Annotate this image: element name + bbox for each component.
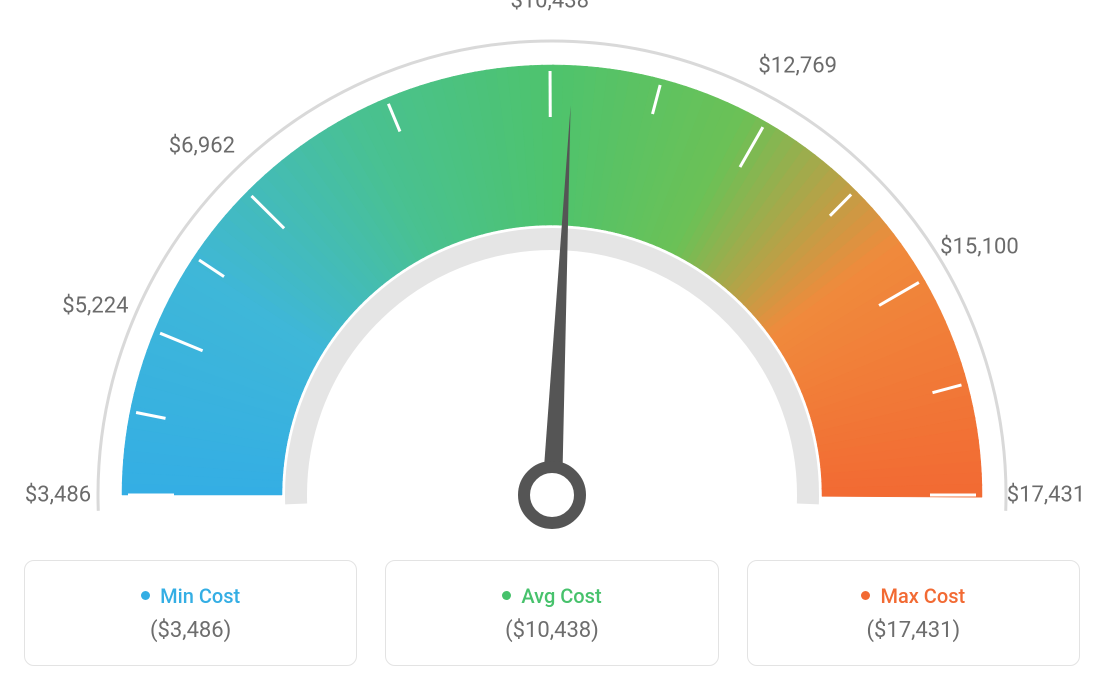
needle-hub xyxy=(524,467,580,523)
avg-cost-label: Avg Cost xyxy=(521,584,601,608)
gauge-tick-label: $3,486 xyxy=(25,483,91,508)
gauge-tick-label: $6,962 xyxy=(169,134,235,159)
max-cost-card: Max Cost ($17,431) xyxy=(747,560,1080,666)
max-cost-header: Max Cost xyxy=(861,584,965,608)
max-cost-value: ($17,431) xyxy=(866,618,960,643)
summary-cards: Min Cost ($3,486) Avg Cost ($10,438) Max… xyxy=(0,540,1104,690)
avg-cost-header: Avg Cost xyxy=(502,584,601,608)
min-cost-header: Min Cost xyxy=(141,584,240,608)
max-dot-icon xyxy=(861,591,870,600)
avg-cost-value: ($10,438) xyxy=(505,618,599,643)
gauge-tick-label: $10,438 xyxy=(510,0,589,14)
gauge-svg xyxy=(0,0,1104,540)
cost-gauge-widget: $3,486 $5,224 $6,962 $10,438 $12,769 $15,100 $… xyxy=(0,0,1104,690)
gauge-tick-label: $5,224 xyxy=(62,294,128,319)
min-dot-icon xyxy=(141,591,150,600)
gauge-tick-label: $15,100 xyxy=(940,235,1019,260)
gauge-tick-label: $17,431 xyxy=(1007,483,1086,508)
avg-dot-icon xyxy=(502,591,511,600)
max-cost-label: Max Cost xyxy=(880,584,965,608)
min-cost-value: ($3,486) xyxy=(150,618,231,643)
min-cost-card: Min Cost ($3,486) xyxy=(24,560,357,666)
gauge-area: $3,486 $5,224 $6,962 $10,438 $12,769 $15,100 $… xyxy=(0,0,1104,540)
min-cost-label: Min Cost xyxy=(160,584,240,608)
avg-cost-card: Avg Cost ($10,438) xyxy=(385,560,718,666)
gauge-tick-label: $12,769 xyxy=(758,54,837,79)
